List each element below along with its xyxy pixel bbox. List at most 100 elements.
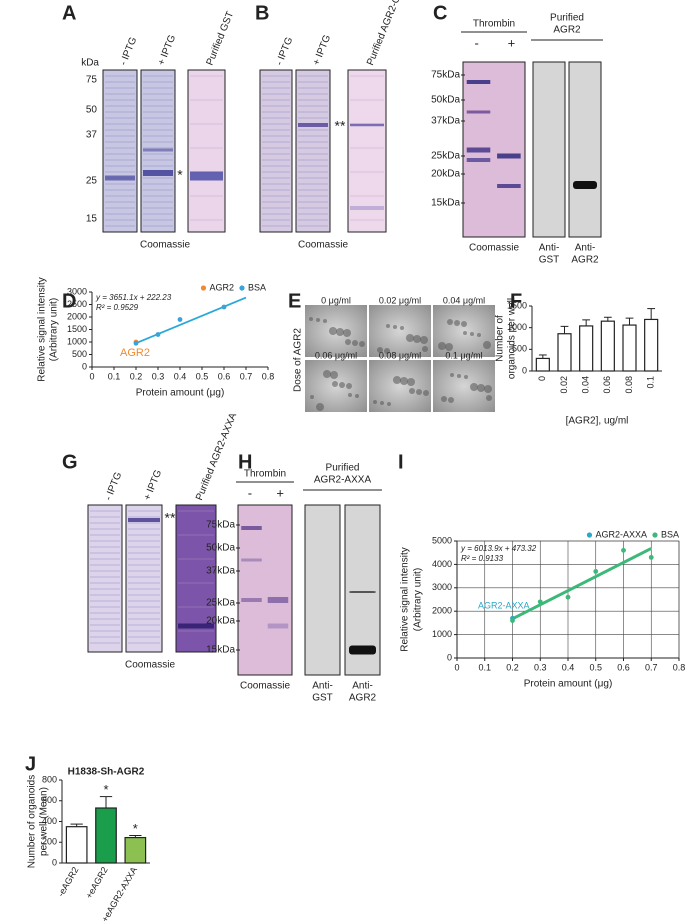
- organoid: [386, 324, 390, 328]
- purified-label: Purified: [550, 13, 584, 24]
- x-tick-label: 0.6: [617, 662, 630, 672]
- legend-label: AGR2: [209, 282, 234, 292]
- x-tick-label: 0.2: [506, 662, 519, 672]
- size-label: 20kDa: [431, 169, 460, 180]
- panel-label: I: [398, 451, 404, 473]
- blot-band: [349, 591, 376, 593]
- panel-label: E: [288, 290, 301, 312]
- data-point: [565, 594, 571, 600]
- stain-label: Coomassie: [240, 681, 290, 692]
- size-label: 50: [86, 105, 98, 116]
- organoid: [413, 335, 421, 343]
- y-tick-label: 5000: [432, 535, 452, 545]
- organoid: [400, 326, 404, 330]
- gel-band: [143, 170, 173, 176]
- organoid: [330, 371, 338, 379]
- organoid: [400, 377, 408, 385]
- size-label: 20kDa: [206, 616, 235, 627]
- organoid: [464, 375, 468, 379]
- size-label: 75kDa: [431, 70, 460, 81]
- gel-band: [350, 123, 384, 127]
- blot: [568, 61, 602, 238]
- organoid: [329, 327, 337, 335]
- organoid: [352, 340, 358, 346]
- organoid: [461, 321, 467, 327]
- organoid: [339, 382, 345, 388]
- gel-band: [190, 171, 223, 181]
- legend-swatch: [586, 532, 593, 538]
- x-tick-label: 0.6: [218, 371, 231, 381]
- size-label: 25kDa: [431, 151, 460, 162]
- y-axis-label: per well (Mean): [39, 787, 50, 856]
- organoid: [393, 325, 397, 329]
- organoid: [477, 384, 485, 392]
- equation: R² = 0.9529: [96, 303, 139, 312]
- gel-band: [178, 623, 214, 629]
- significance: *: [133, 821, 138, 836]
- bar: [535, 357, 550, 372]
- x-tick-label: 0: [454, 662, 459, 672]
- treatment-label: Thrombin: [244, 469, 286, 480]
- data-point: [537, 599, 543, 605]
- gel-band: [466, 147, 491, 153]
- y-tick-label: 600: [42, 795, 57, 805]
- organoid: [355, 394, 359, 398]
- gel-band: [241, 526, 262, 530]
- axis-label: Dose of AGR2: [293, 328, 304, 392]
- x-tick-label: 0.1: [108, 371, 121, 381]
- organoid: [316, 318, 320, 322]
- organoid: [420, 336, 428, 344]
- data-point: [155, 332, 161, 337]
- organoid: [345, 339, 351, 345]
- y-tick-label: 800: [42, 774, 57, 784]
- x-tick-label: 0.4: [562, 662, 575, 672]
- organoid: [448, 397, 454, 403]
- organoid: [423, 390, 429, 396]
- panel-label: J: [25, 753, 36, 775]
- gel-band: [105, 175, 135, 181]
- stain-label: Coomassie: [140, 240, 190, 251]
- bar: [600, 320, 615, 372]
- x-tick-label: 0.5: [589, 662, 602, 672]
- gel-band: [497, 153, 521, 159]
- organoid: [359, 341, 365, 347]
- gel-band: [466, 80, 491, 84]
- gel-lane: [125, 504, 163, 653]
- purified-label: AGR2-AXXA: [314, 475, 372, 486]
- antibody-label: Anti-: [312, 681, 333, 692]
- micrograph: [433, 360, 495, 412]
- organoid: [422, 346, 428, 352]
- trendline: [511, 547, 652, 621]
- organoid: [441, 396, 447, 402]
- organoid: [409, 388, 415, 394]
- bar: [579, 325, 594, 372]
- gel-band: [128, 518, 160, 522]
- organoid: [450, 373, 454, 377]
- purified-label: AGR2: [553, 25, 581, 36]
- bar: [124, 836, 147, 864]
- organoid: [316, 403, 324, 411]
- y-axis-label: Relative signal intensity: [400, 547, 411, 652]
- legend-swatch: [239, 285, 245, 291]
- gel-band: [466, 110, 491, 114]
- condition-label: -: [248, 485, 252, 500]
- y-tick-label: 400: [42, 816, 57, 826]
- organoid: [309, 317, 313, 321]
- dose-label: 0.06 μg/ml: [315, 350, 357, 360]
- antibody-label: GST: [312, 693, 333, 704]
- y-tick-label: 3000: [67, 286, 87, 296]
- trendline: [135, 296, 247, 345]
- size-label: 75: [86, 75, 98, 86]
- x-tick-label: 0.1: [646, 376, 656, 389]
- x-tick-label: 0.08: [624, 376, 634, 394]
- x-tick-label: 0.2: [130, 371, 143, 381]
- x-tick-label: 0: [537, 376, 547, 381]
- y-tick-label: 1000: [432, 629, 452, 639]
- x-tick-label: 0.4: [174, 371, 187, 381]
- blot: [304, 504, 341, 676]
- x-tick-label: 0.06: [602, 376, 612, 394]
- size-label: 25: [86, 176, 98, 187]
- data-point: [221, 304, 227, 310]
- organoid: [323, 370, 331, 378]
